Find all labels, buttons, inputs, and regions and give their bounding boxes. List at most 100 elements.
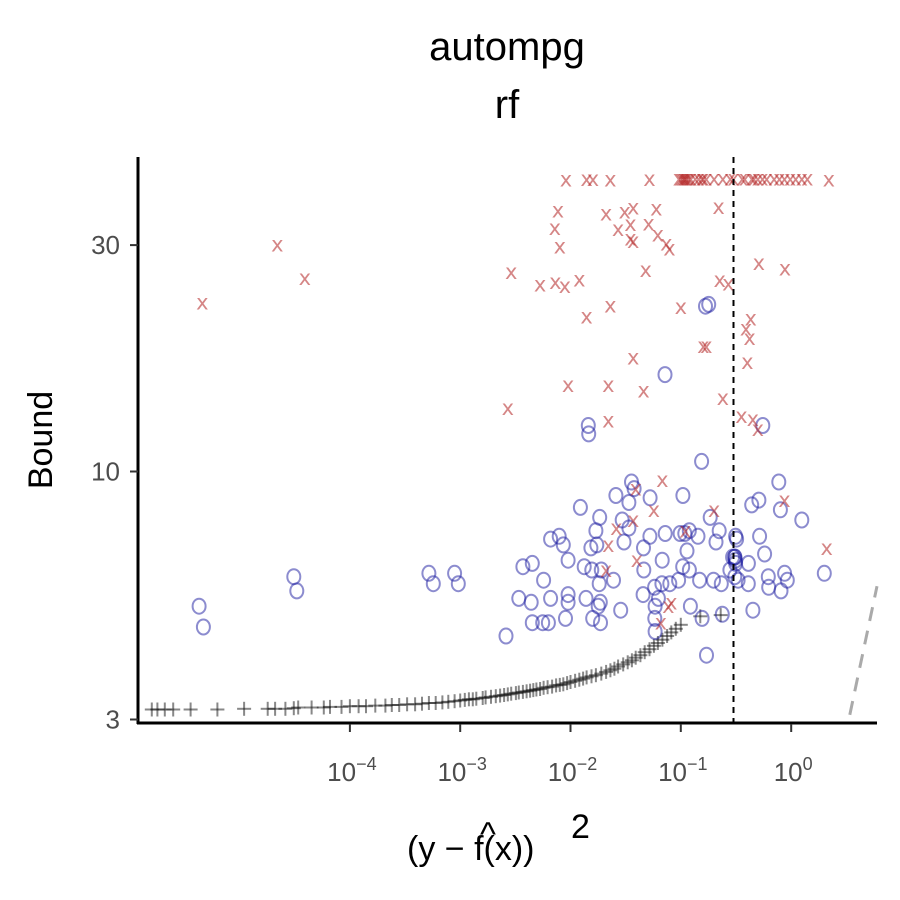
x-point: x [717,167,729,191]
circle-point [558,609,573,627]
x-point: x [639,258,651,282]
reference-line-mark [848,585,879,716]
x-point: x [271,232,283,256]
x-point: x [722,272,734,296]
circle-point [816,564,832,582]
x-tick-label: 10−3 [437,754,486,787]
x-axis-title-math: (y − f(x)) ^ 2 [407,808,590,868]
x-point: x [756,167,768,191]
circle-point [511,589,527,607]
x-tick-label: 100 [774,754,813,787]
circle-point [536,571,552,589]
circle-point [745,601,761,619]
plus-series [144,608,728,717]
x-point: x [573,267,585,291]
x-point: x [562,373,574,397]
plus-point [291,700,306,715]
plus-point [210,702,225,717]
circle-point [560,586,576,604]
x-axis-title-exponent: 2 [571,808,590,846]
circle-point [675,487,691,504]
x-point: x [642,212,654,236]
circle-point [744,496,760,514]
circle-point [692,571,708,589]
circle-point [681,522,697,540]
x-point: x [678,167,690,191]
x-point: x [604,168,616,192]
x-point: x [676,167,688,191]
x-point: x [665,590,677,614]
x-point: x [823,168,835,192]
circle-point [773,582,789,600]
circle-point [657,525,673,542]
x-point: x [708,167,720,191]
x-point: x [627,345,639,369]
circle-point [551,527,567,545]
circle-point [606,571,621,589]
x-point: x [752,417,764,441]
circle-point [608,487,624,504]
x-point: x [748,167,760,191]
x-point: x [602,373,614,397]
circle-point [713,575,729,593]
x-point: x [768,167,780,191]
circle-point [524,614,540,632]
circle-point [729,530,745,548]
x-point: x [196,291,208,315]
x-point: x [696,167,708,191]
circle-point [699,646,714,664]
circle-point [585,609,601,627]
circle-point [626,480,642,498]
circle-point [555,536,571,554]
circle-point [515,558,531,576]
circle-point [761,578,777,596]
x-point: x [675,167,687,191]
plus-point [556,677,571,692]
x-point: x [801,167,813,191]
plus-point [576,671,591,686]
circle-point [425,575,441,593]
x-axis-title-hat: ^ [480,816,496,854]
x-point: x [700,334,712,358]
circle-point [702,508,718,526]
x-point: x [683,167,695,191]
x-axis-ticks: 10−4 10−3 10−2 10−1 100 [327,724,813,787]
x-point: x [673,167,685,191]
circle-point [498,627,514,645]
circle-point [682,597,698,615]
x-point: x [680,167,692,191]
chart-title: autompg [429,25,585,69]
circle-point [621,519,637,537]
plus-point [166,702,181,717]
y-axis-ticks: 3 10 30 [91,230,138,735]
x-point: x [637,379,649,403]
circle-point [523,593,539,611]
y-tick-label: 10 [91,457,120,487]
x-point: x [554,235,566,259]
circle-point [195,618,211,636]
x-point: x [600,558,612,582]
x-point: x [692,167,704,191]
x-axis-title: (y − f̂(x))² (y − f(x)) ^ 2 [407,808,590,868]
circle-point [757,545,773,563]
circle-point [543,530,559,548]
circle-point [681,561,697,579]
circle-point [751,491,767,509]
circle-point [740,554,756,572]
circle-point [421,564,437,582]
plus-point [560,676,575,691]
circle-point [672,525,688,542]
x-point: x [655,611,667,635]
x-point: x [627,229,639,253]
circle-point [576,558,592,576]
x-point: x [741,350,753,374]
x-axis-title-left: (y − f(x)) [407,830,534,868]
x-point: x [560,168,572,192]
plus-point [183,702,198,717]
x-point: x [712,195,724,219]
x-point: x [727,167,739,191]
circle-point [690,527,706,545]
circle-point [647,597,663,615]
